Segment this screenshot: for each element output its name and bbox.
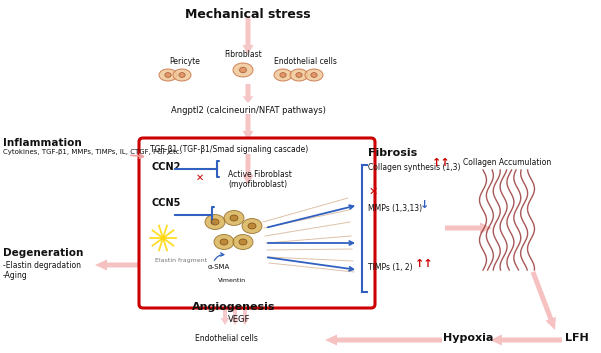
Ellipse shape bbox=[211, 219, 219, 225]
Text: Fibroblast: Fibroblast bbox=[224, 50, 262, 59]
Ellipse shape bbox=[248, 223, 256, 229]
Text: ↑↑: ↑↑ bbox=[415, 259, 434, 269]
Text: -Elastin degradation: -Elastin degradation bbox=[3, 261, 81, 270]
Text: ↑↑: ↑↑ bbox=[432, 158, 451, 168]
Text: Endothelial cells: Endothelial cells bbox=[195, 334, 258, 343]
Polygon shape bbox=[240, 305, 249, 325]
Polygon shape bbox=[242, 154, 254, 185]
Ellipse shape bbox=[280, 73, 286, 77]
Text: VEGF: VEGF bbox=[228, 315, 251, 324]
Polygon shape bbox=[242, 114, 254, 140]
Text: ✕: ✕ bbox=[368, 187, 377, 197]
Text: LFH: LFH bbox=[565, 333, 589, 343]
Text: MMPs (1,3,13): MMPs (1,3,13) bbox=[368, 204, 422, 213]
Text: Collagen synthesis (1,3): Collagen synthesis (1,3) bbox=[368, 163, 460, 172]
Ellipse shape bbox=[224, 210, 244, 226]
Polygon shape bbox=[242, 18, 254, 55]
Text: Elastin fragment: Elastin fragment bbox=[155, 258, 207, 263]
Text: Cytokines, TGF-β1, MMPs, TIMPs, IL, CTGF, FGF,etc.: Cytokines, TGF-β1, MMPs, TIMPs, IL, CTGF… bbox=[3, 149, 182, 155]
Polygon shape bbox=[95, 259, 143, 270]
Text: TIMPs (1, 2): TIMPs (1, 2) bbox=[368, 263, 413, 272]
Polygon shape bbox=[221, 305, 230, 325]
Ellipse shape bbox=[214, 234, 234, 250]
Ellipse shape bbox=[233, 234, 253, 250]
Ellipse shape bbox=[179, 73, 185, 77]
Text: ↓: ↓ bbox=[420, 200, 429, 210]
Ellipse shape bbox=[296, 73, 302, 77]
Ellipse shape bbox=[239, 239, 247, 245]
Ellipse shape bbox=[311, 73, 317, 77]
Text: α-SMA: α-SMA bbox=[208, 264, 230, 270]
Text: Endothelial cells: Endothelial cells bbox=[273, 57, 337, 66]
Text: Angptl2 (calcineurin/NFAT pathways): Angptl2 (calcineurin/NFAT pathways) bbox=[171, 106, 325, 115]
FancyBboxPatch shape bbox=[139, 138, 375, 308]
Text: Inflammation: Inflammation bbox=[3, 138, 82, 148]
Ellipse shape bbox=[290, 69, 308, 81]
Text: Active Fibroblast
(myofibroblast): Active Fibroblast (myofibroblast) bbox=[228, 170, 292, 190]
Ellipse shape bbox=[165, 73, 171, 77]
Text: CCN2: CCN2 bbox=[152, 162, 182, 172]
Text: -Aging: -Aging bbox=[3, 271, 28, 280]
Polygon shape bbox=[445, 222, 492, 233]
Text: CCN5: CCN5 bbox=[152, 198, 182, 208]
Ellipse shape bbox=[242, 219, 262, 233]
Polygon shape bbox=[490, 335, 562, 346]
Ellipse shape bbox=[305, 69, 323, 81]
Ellipse shape bbox=[233, 63, 253, 77]
Text: ✕: ✕ bbox=[196, 173, 204, 183]
Ellipse shape bbox=[230, 215, 238, 221]
Polygon shape bbox=[231, 305, 240, 325]
Polygon shape bbox=[325, 335, 442, 346]
Text: Hypoxia: Hypoxia bbox=[443, 333, 493, 343]
Text: Vimentin: Vimentin bbox=[218, 278, 246, 283]
Polygon shape bbox=[531, 271, 556, 330]
Ellipse shape bbox=[240, 67, 246, 73]
Ellipse shape bbox=[220, 239, 228, 245]
Text: Collagen Accumulation: Collagen Accumulation bbox=[463, 158, 551, 167]
Ellipse shape bbox=[205, 215, 225, 229]
Ellipse shape bbox=[159, 69, 177, 81]
Text: TGF-β1 (TGF-β1/Smad signaling cascade): TGF-β1 (TGF-β1/Smad signaling cascade) bbox=[150, 145, 308, 154]
Polygon shape bbox=[242, 84, 254, 103]
Text: Pericyte: Pericyte bbox=[169, 57, 201, 66]
Text: Mechanical stress: Mechanical stress bbox=[185, 8, 311, 21]
Text: Degeneration: Degeneration bbox=[3, 248, 84, 258]
Text: Angiogenesis: Angiogenesis bbox=[192, 302, 275, 312]
Ellipse shape bbox=[173, 69, 191, 81]
Text: Fibrosis: Fibrosis bbox=[368, 148, 417, 158]
Ellipse shape bbox=[274, 69, 292, 81]
